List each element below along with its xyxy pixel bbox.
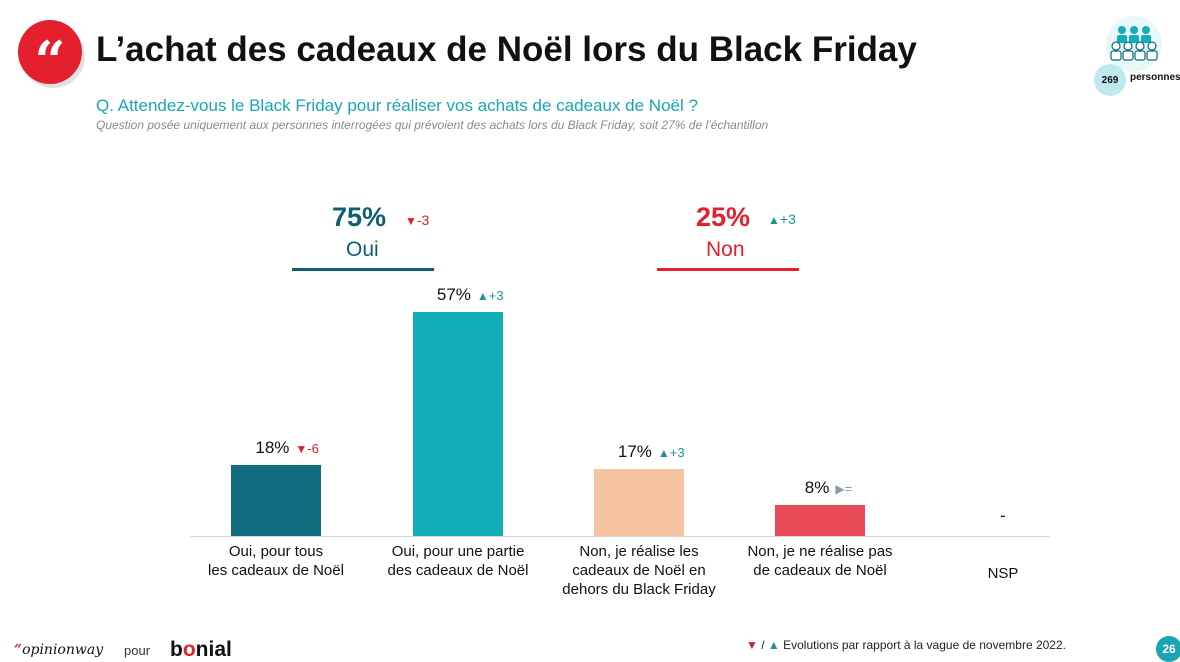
non-total-percent: 25% [696, 202, 751, 232]
oui-total-percent: 75% [332, 202, 387, 232]
page-title: L’achat des cadeaux de Noël lors du Blac… [96, 30, 917, 69]
footer-pour-text: pour [124, 643, 151, 658]
non-total-label: Non [706, 238, 745, 261]
delta-label: = [844, 481, 853, 496]
bar [775, 505, 865, 536]
survey-question: Q. Attendez-vous le Black Friday pour ré… [96, 96, 698, 115]
category-label-line: Oui, pour une partie [391, 543, 525, 560]
people-group-icon [1106, 16, 1162, 72]
data-label: 57% ▲+3 [437, 285, 504, 305]
value-label: 17% [617, 442, 652, 461]
category-label-line: Oui, pour tous [228, 543, 324, 560]
category-label-line: dehors du Black Friday [562, 581, 716, 598]
value-label: 8% [804, 478, 830, 497]
chart-axis-line [190, 536, 1050, 537]
down-triangle-icon: ▼ [295, 442, 308, 456]
data-label: 8% ▶= [805, 478, 852, 498]
category-label-line: Non, je réalise les [579, 543, 699, 560]
category-label-line: les cadeaux de Noël [208, 562, 344, 579]
delta-label: -6 [307, 441, 319, 456]
data-label: 18% ▼-6 [255, 438, 318, 458]
neutral-triangle-icon: ▶ [835, 482, 845, 496]
non-delta: ▲+3 [768, 211, 796, 227]
value-label: 18% [255, 438, 290, 457]
survey-note: Question posée uniquement aux personnes … [96, 118, 769, 132]
delta-label: +3 [669, 445, 685, 460]
evolution-legend: ▼ / ▲ Evolutions par rapport à la vague … [746, 638, 1066, 652]
bar [594, 469, 684, 536]
category-label: NSP [913, 564, 1093, 583]
bar [413, 312, 503, 536]
up-triangle-icon: ▲ [767, 638, 780, 652]
category-label-line: des cadeaux de Noël [387, 562, 529, 579]
sample-count: 269 [1094, 64, 1126, 96]
bar [231, 465, 321, 536]
data-label: 17% ▲+3 [618, 442, 685, 462]
up-triangle-icon: ▲ [476, 289, 489, 303]
category-label-line: cadeaux de Noël en [572, 562, 706, 579]
category-label: Oui, pour tous les cadeaux de Noël [186, 542, 366, 580]
page-number: 26 [1156, 636, 1180, 662]
down-triangle-icon: ▼ [746, 638, 758, 652]
category-label-line: NSP [987, 565, 1019, 582]
non-group-underline [657, 268, 799, 271]
up-triangle-icon: ▲ [657, 446, 670, 460]
value-label: 57% [436, 285, 471, 304]
category-label: Non, je ne réalise pas de cadeaux de Noël [730, 542, 910, 580]
sample-count-label: personnes [1130, 72, 1180, 83]
up-triangle-icon: ▲ [768, 213, 780, 227]
oui-delta: ▼-3 [405, 212, 430, 228]
bonial-logo: bonial [170, 638, 232, 661]
opinionway-logo: “opinionway [14, 642, 104, 658]
category-label: Oui, pour une partie des cadeaux de Noël [368, 542, 548, 580]
value-label: - [1000, 506, 1006, 525]
category-label-line: de cadeaux de Noël [753, 562, 887, 579]
delta-label: +3 [488, 288, 504, 303]
quote-logo-icon: “ [18, 20, 82, 88]
data-label: - [1000, 506, 1006, 526]
down-triangle-icon: ▼ [405, 214, 417, 228]
category-label-line: Non, je ne réalise pas [747, 543, 893, 560]
category-label: Non, je réalise les cadeaux de Noël en deh… [549, 542, 729, 599]
oui-total-label: Oui [346, 238, 379, 261]
oui-group-underline [292, 268, 434, 271]
